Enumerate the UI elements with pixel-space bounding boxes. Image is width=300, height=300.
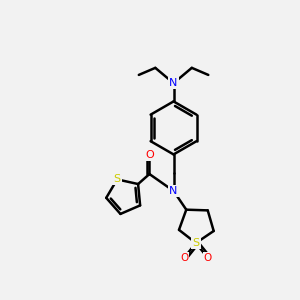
Text: N: N [169,186,178,196]
Text: O: O [180,253,188,263]
Text: O: O [204,253,212,263]
Text: O: O [145,150,154,160]
Text: S: S [114,174,121,184]
Text: S: S [192,238,200,248]
Text: N: N [169,78,178,88]
